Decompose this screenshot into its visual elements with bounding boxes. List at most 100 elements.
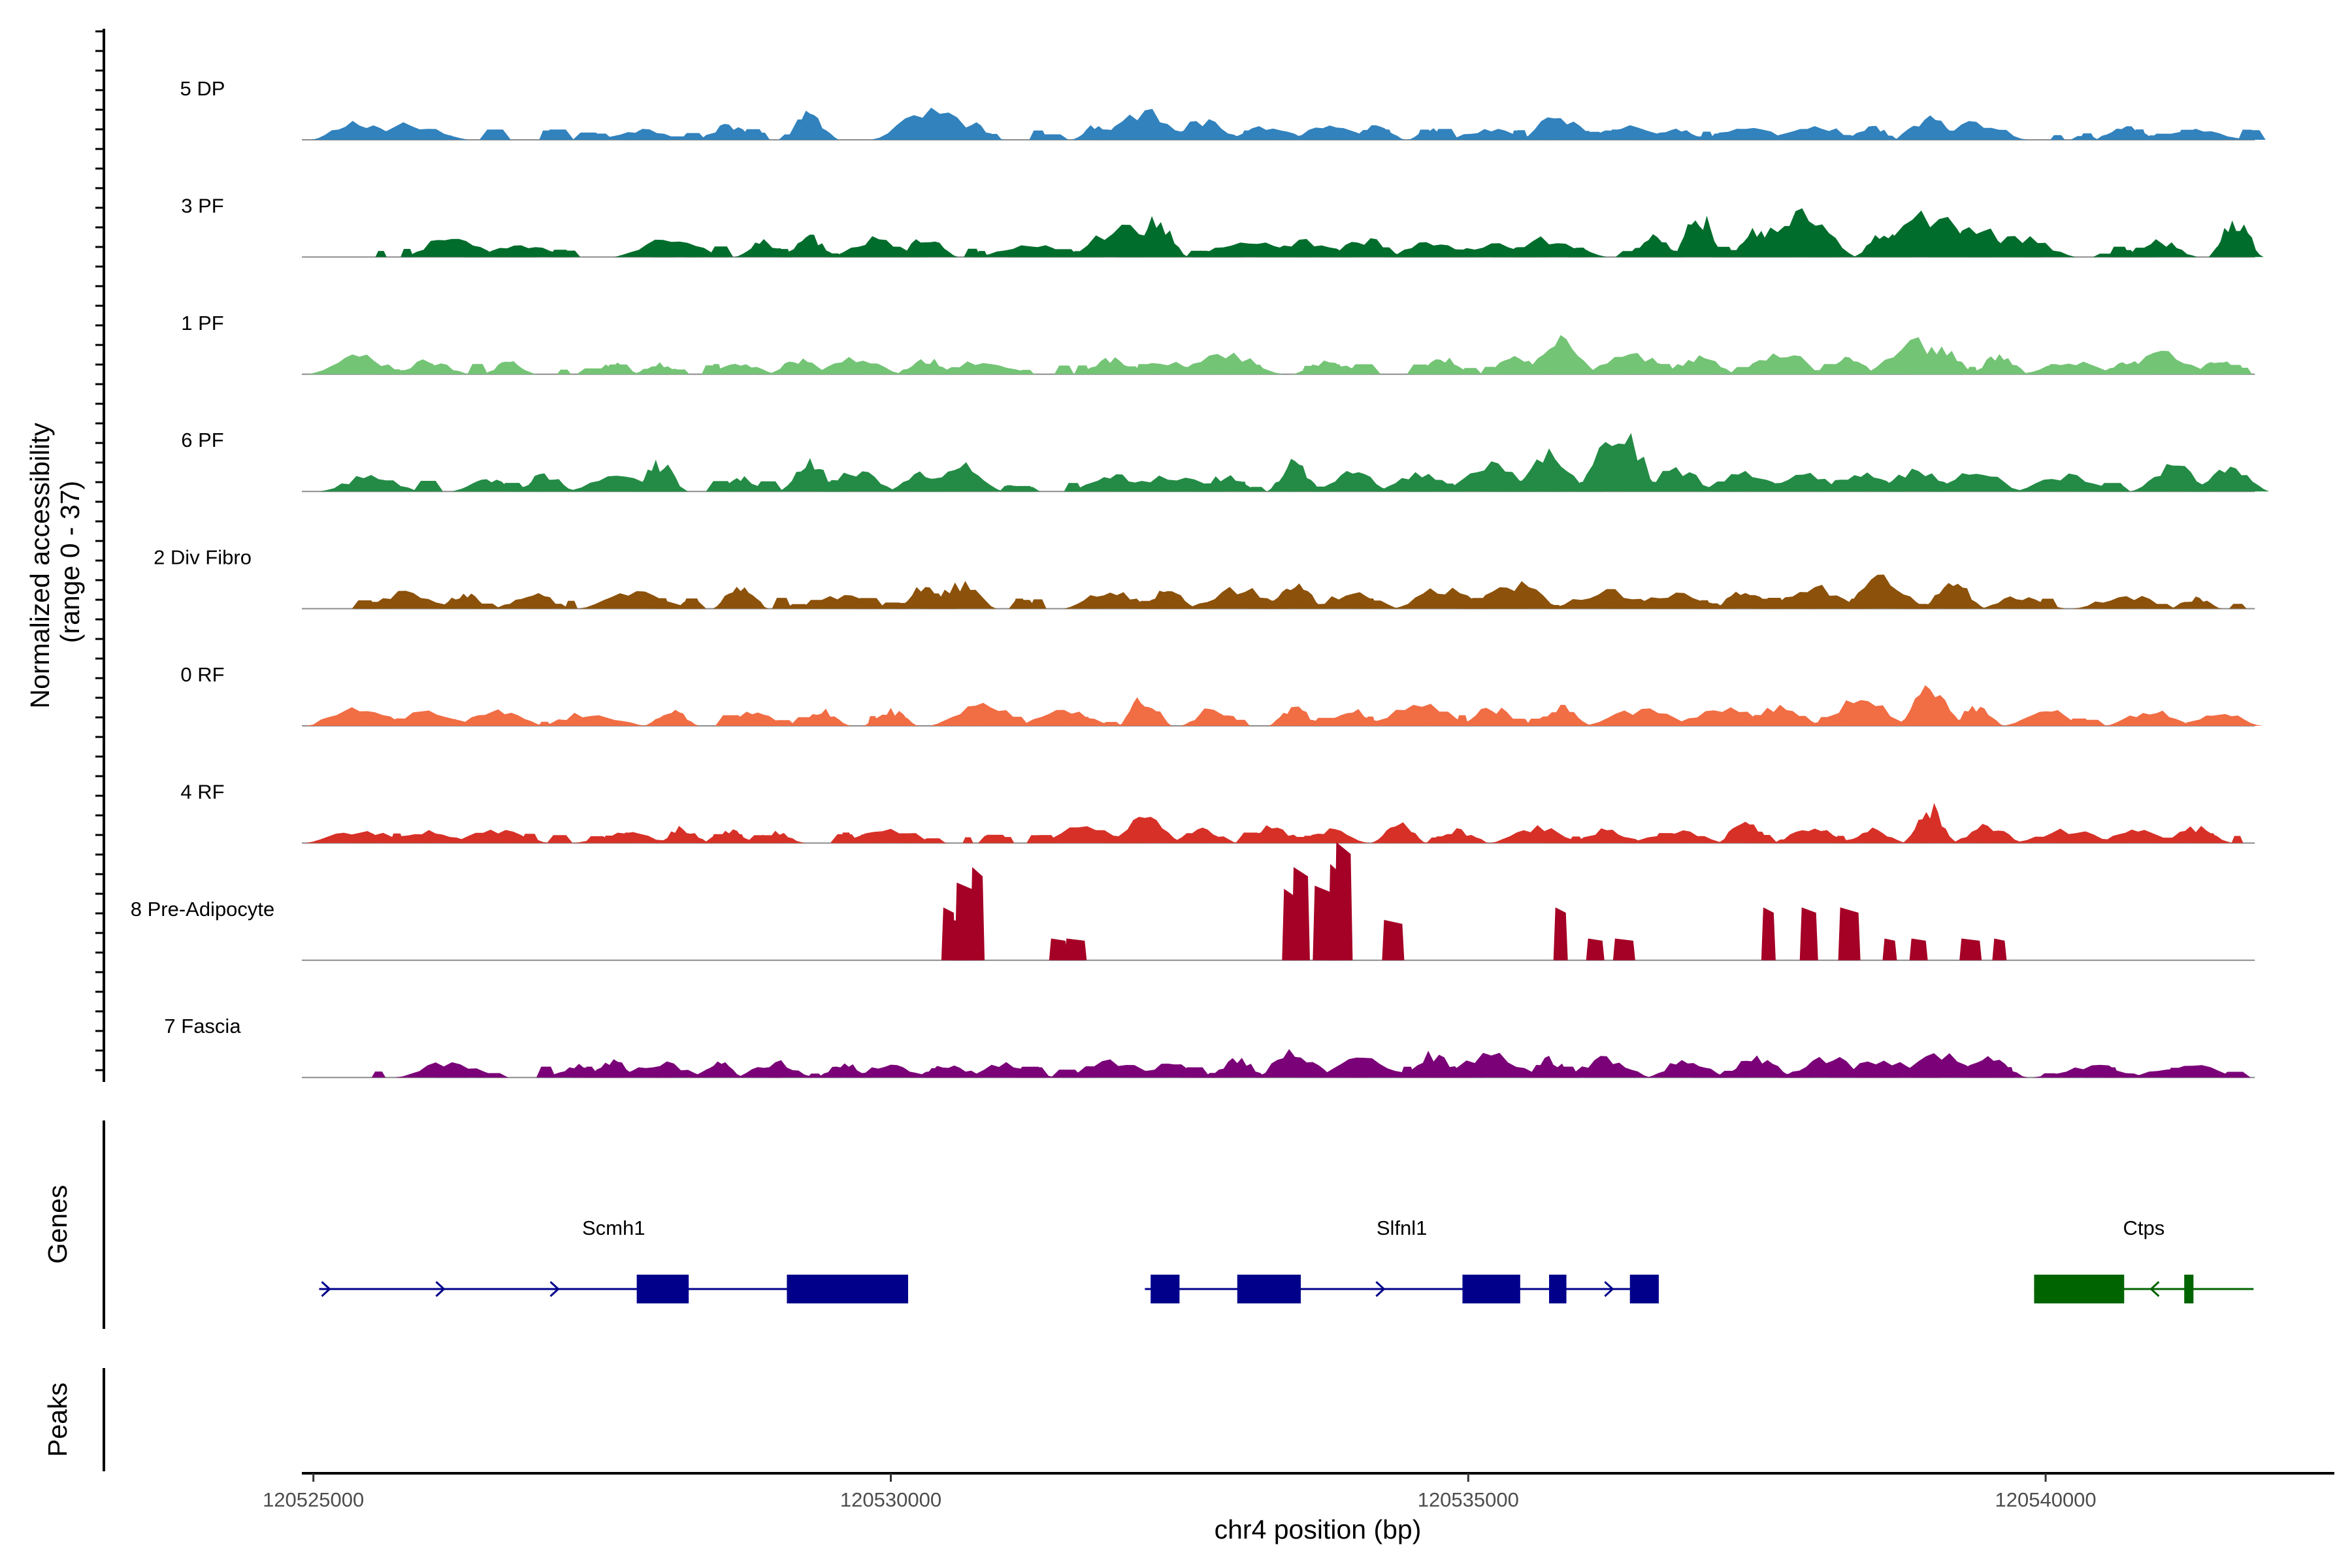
- coverage-bin: [1752, 598, 1784, 609]
- coverage-bin: [526, 483, 542, 492]
- coverage-bin: [1203, 1073, 1230, 1078]
- coverage-bin: [990, 1073, 1021, 1078]
- coverage-bin: [1235, 482, 1249, 492]
- coverage-bin: [2234, 367, 2253, 374]
- coverage-bin: [1067, 251, 1098, 257]
- coverage-bin: [419, 836, 433, 843]
- coverage-bin: [1716, 1071, 1750, 1078]
- x-tick-label: 120525000: [263, 1488, 364, 1511]
- coverage-bin: [1054, 365, 1074, 374]
- gene-exon: [636, 1275, 689, 1303]
- coverage-bin: [1194, 482, 1205, 492]
- y-title-line-2: (range 0 - 37): [55, 481, 85, 643]
- coverage-peak: [1382, 919, 1405, 960]
- coverage-bin: [1693, 365, 1710, 374]
- coverage-peak: [1442, 461, 1541, 492]
- coverage-bin: [1195, 604, 1211, 609]
- coverage-bin: [1911, 368, 1937, 374]
- gene-panel: Genes Scmh1 Slfnl1 Ctps: [42, 1120, 2254, 1329]
- coverage-panel: Normalized accessibility (range 0 - 37) …: [25, 29, 2270, 1082]
- coverage-peak: [1763, 585, 1867, 609]
- coverage-bin: [2240, 248, 2257, 257]
- coverage-peak: [1969, 236, 2076, 257]
- coverage-bin: [1160, 598, 1176, 609]
- coverage-bin: [1693, 1073, 1722, 1078]
- coverage-peak: [970, 867, 985, 960]
- coverage-bin: [1908, 129, 1931, 140]
- coverage-peak: [1205, 1058, 1269, 1078]
- coverage-bin: [648, 487, 677, 492]
- track-1-pf: 1 PF: [181, 312, 2255, 375]
- coverage-bin: [2105, 1070, 2116, 1078]
- coverage-bin: [529, 598, 550, 609]
- coverage-bin: [1051, 1070, 1083, 1078]
- coverage-peak: [1563, 1056, 1650, 1078]
- coverage-bin: [1282, 837, 1315, 843]
- coverage-bin: [1426, 367, 1459, 374]
- coverage-bin: [601, 364, 636, 374]
- coverage-bin: [1469, 721, 1481, 726]
- coverage-bin: [1765, 136, 1795, 140]
- coverage-bin: [1265, 835, 1290, 843]
- coverage-bin: [1707, 136, 1737, 140]
- coverage-bin: [1375, 129, 1394, 140]
- coverage-bin: [1029, 130, 1047, 140]
- coverage-bin: [2159, 838, 2178, 843]
- coverage-bin: [671, 369, 690, 374]
- gene-exon: [1629, 1275, 1659, 1303]
- coverage-peak: [781, 235, 839, 257]
- track-label: 6 PF: [181, 429, 223, 451]
- coverage-bin: [1032, 248, 1054, 257]
- coverage-bin: [521, 722, 538, 726]
- coverage-bin: [1466, 598, 1491, 609]
- coverage-bin: [576, 368, 610, 374]
- coverage-bin: [681, 598, 703, 609]
- coverage-bin: [770, 720, 796, 726]
- strand-arrow: [321, 1281, 331, 1298]
- coverage-bin: [882, 253, 899, 257]
- coverage-bin: [1843, 598, 1876, 609]
- coverage-bin: [1347, 364, 1381, 374]
- coverage-bin: [1431, 129, 1458, 140]
- coverage-bin: [1090, 605, 1102, 609]
- coverage-bin: [1121, 131, 1138, 140]
- coverage-bin: [1690, 719, 1720, 726]
- coverage-bin: [431, 719, 464, 726]
- gene-exon: [1462, 1275, 1520, 1303]
- coverage-bin: [2031, 719, 2049, 726]
- track-8-pre-adipocyte: 8 Pre-Adipocyte: [131, 842, 2255, 961]
- coverage-bin: [1544, 839, 1565, 843]
- coverage-bin: [1201, 715, 1218, 726]
- coverage-bin: [1189, 1070, 1209, 1078]
- coverage-bin: [790, 717, 823, 726]
- coverage-bin: [1567, 252, 1584, 257]
- coverage-bin: [870, 370, 897, 374]
- x-axis: 120525000 120530000 120535000 120540000 chr…: [263, 1472, 2334, 1544]
- coverage-peak: [1361, 704, 1483, 726]
- coverage-bin: [1789, 485, 1802, 492]
- coverage-bin: [1264, 136, 1297, 140]
- strand-arrow: [1375, 1281, 1386, 1298]
- coverage-bin: [1087, 136, 1100, 140]
- coverage-bin: [1854, 483, 1865, 492]
- coverage-peak: [1761, 907, 1776, 960]
- coverage-peak: [1882, 938, 1897, 960]
- coverage-bin: [1859, 1072, 1890, 1078]
- coverage-peak: [1311, 470, 1394, 492]
- coverage-peak: [1433, 1053, 1550, 1078]
- coverage-bin: [605, 482, 626, 492]
- coverage-peak: [1281, 125, 1379, 140]
- coverage-bin: [831, 722, 846, 726]
- coverage-peak: [917, 462, 1003, 492]
- coverage-bin: [1622, 488, 1633, 492]
- gene-exon: [1151, 1275, 1180, 1303]
- coverage-bin: [1326, 364, 1344, 374]
- coverage-bin: [1581, 131, 1592, 140]
- coverage-bin: [1419, 722, 1436, 726]
- coverage-peak: [1291, 867, 1310, 960]
- coverage-bin: [1063, 717, 1096, 726]
- coverage-peak: [1809, 700, 1912, 726]
- coverage-bin: [467, 364, 488, 374]
- coverage-peak: [766, 358, 831, 374]
- coverage-bin: [2208, 246, 2242, 257]
